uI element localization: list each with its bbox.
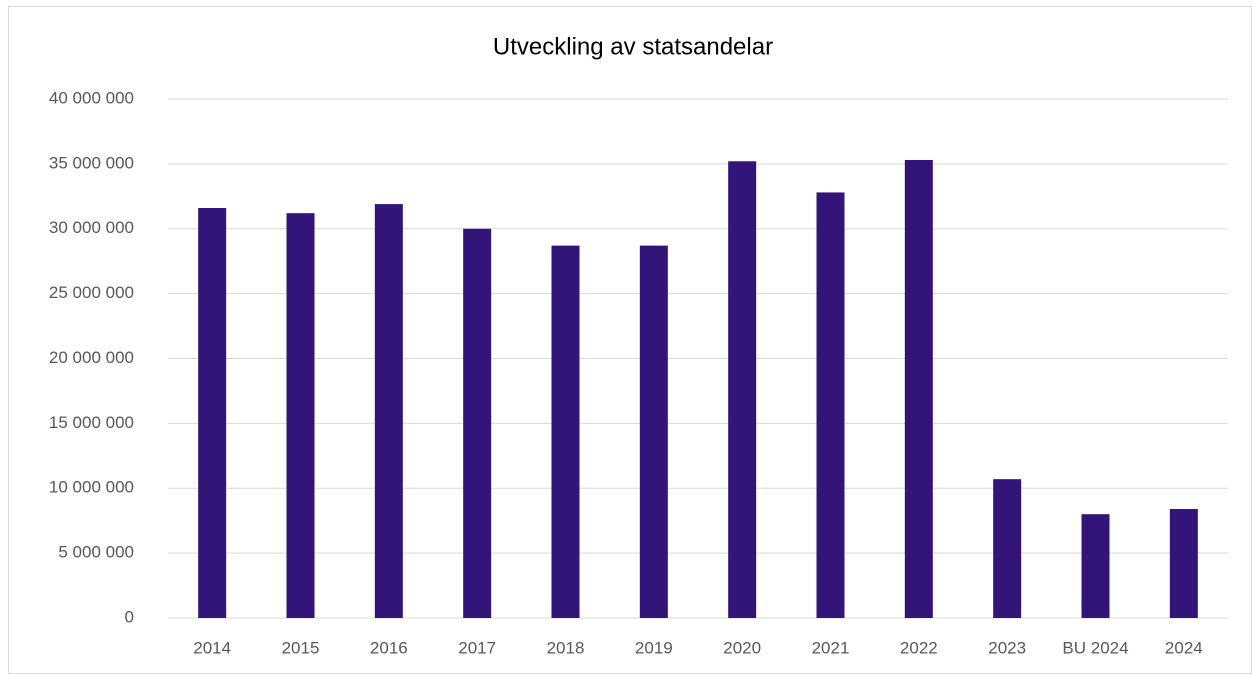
bar xyxy=(551,245,580,618)
bar xyxy=(463,228,492,618)
bar xyxy=(639,245,668,618)
bar xyxy=(1169,509,1198,618)
x-tick-label: BU 2024 xyxy=(1062,638,1128,657)
x-tick-label: 2022 xyxy=(900,638,938,657)
chart-title: Utveckling av statsandelar xyxy=(493,33,773,60)
bar xyxy=(286,213,315,618)
x-tick-label: 2020 xyxy=(723,638,761,657)
y-tick-label: 20 000 000 xyxy=(49,348,134,367)
bar xyxy=(728,161,757,618)
y-tick-label: 25 000 000 xyxy=(49,283,134,302)
bar xyxy=(816,192,845,619)
bar xyxy=(904,159,933,619)
chart-border xyxy=(8,6,1252,674)
y-tick-label: 35 000 000 xyxy=(49,153,134,172)
bar xyxy=(993,479,1022,618)
x-tick-label: 2019 xyxy=(635,638,673,657)
bar xyxy=(374,204,403,618)
x-tick-label: 2018 xyxy=(547,638,585,657)
x-tick-label: 2024 xyxy=(1165,638,1203,657)
x-tick-label: 2023 xyxy=(988,638,1026,657)
y-tick-label: 30 000 000 xyxy=(49,218,134,237)
x-tick-label: 2016 xyxy=(370,638,408,657)
x-tick-label: 2014 xyxy=(193,638,231,657)
y-tick-label: 5 000 000 xyxy=(58,543,134,562)
y-tick-label: 10 000 000 xyxy=(49,478,134,497)
y-tick-label: 0 xyxy=(125,607,134,626)
bar xyxy=(1081,514,1110,618)
x-tick-label: 2015 xyxy=(282,638,320,657)
x-tick-label: 2021 xyxy=(812,638,850,657)
bar xyxy=(198,207,227,619)
x-tick-label: 2017 xyxy=(458,638,496,657)
y-tick-label: 15 000 000 xyxy=(49,413,134,432)
y-tick-label: 40 000 000 xyxy=(49,88,134,107)
